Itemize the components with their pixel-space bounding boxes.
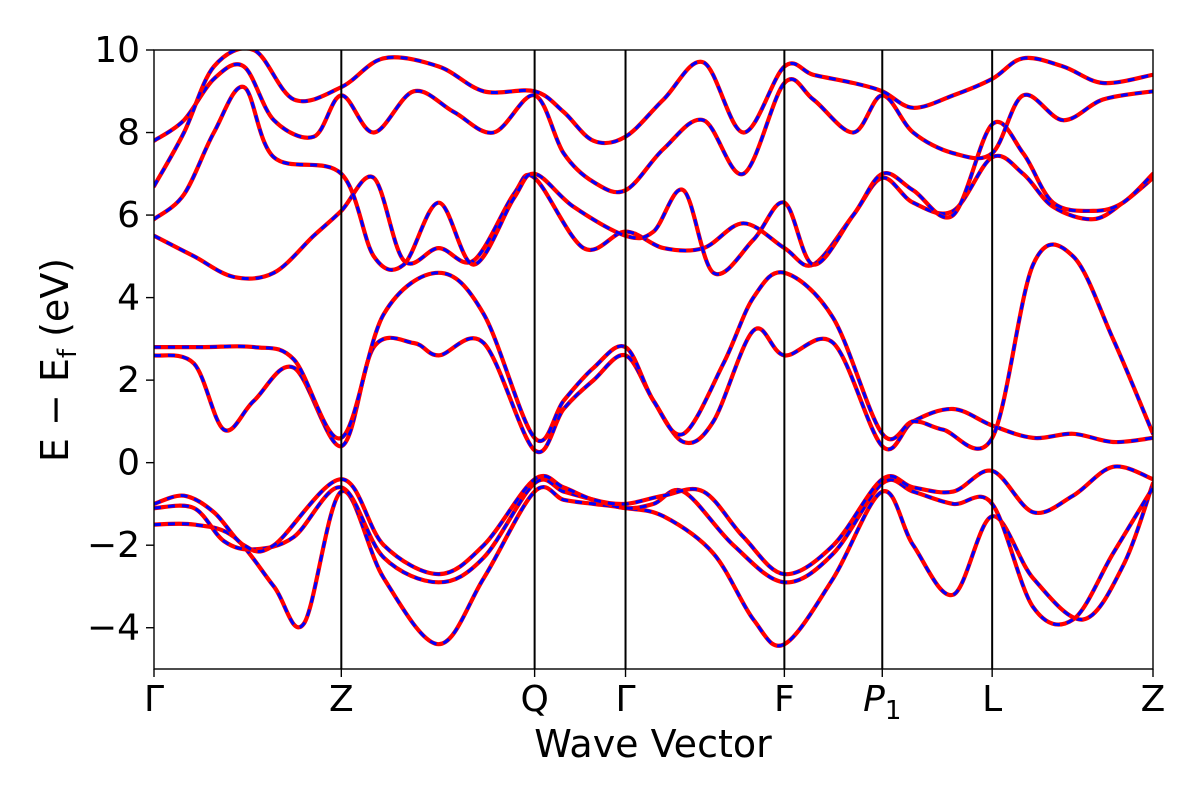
x-tick-label: L — [982, 679, 1002, 720]
y-axis-label-unit: (eV) — [33, 258, 77, 349]
y-tick-label: 4 — [117, 278, 140, 319]
y-axis-label-main: E − E — [33, 358, 77, 462]
band-line-5-dashed — [154, 243, 1153, 451]
x-tick-label: Q — [520, 679, 548, 720]
band-line-3-dashed — [154, 464, 1153, 576]
plot-frame — [153, 49, 1154, 670]
y-tick-label: 2 — [117, 360, 140, 401]
x-tick-label: Γ — [144, 679, 164, 720]
x-tick-label: Γ — [615, 679, 635, 720]
band-line-2-dashed — [154, 478, 1153, 627]
x-tick-label: Z — [1141, 679, 1166, 720]
band-line-5 — [154, 242, 1153, 451]
x-axis-label: Wave Vector — [534, 722, 772, 766]
x-tick-label: Z — [329, 679, 354, 720]
x-tick-label: F — [774, 679, 795, 720]
y-tick-label: −4 — [87, 608, 140, 649]
band-line-8-dashed — [154, 62, 1153, 194]
band-line-9-dashed — [154, 50, 1153, 187]
y-tick-label: 10 — [94, 30, 140, 71]
y-tick-label: 6 — [117, 195, 140, 236]
y-tick-label: 8 — [117, 113, 140, 154]
bands-layer — [154, 50, 1153, 648]
x-axis-ticks: Γ Z Q Γ F P1 L Z — [144, 669, 1165, 726]
x-tick-label: P1 — [863, 679, 901, 726]
y-tick-label: 0 — [117, 443, 140, 484]
kpoint-dividers — [340, 50, 994, 669]
band-line-2 — [154, 477, 1153, 627]
band-line-4-dashed — [154, 326, 1153, 454]
y-axis-ticks: −4 −2 0 2 4 6 8 10 — [87, 30, 154, 649]
band-line-6-dashed — [154, 154, 1153, 281]
band-line-4 — [154, 326, 1153, 455]
y-axis-label-subscript: f — [53, 348, 83, 358]
band-line-8 — [154, 62, 1153, 195]
band-line-7 — [154, 84, 1153, 277]
band-line-6 — [154, 153, 1153, 281]
y-axis-label: E − Ef (eV) — [33, 258, 83, 462]
y-tick-label: −2 — [87, 525, 140, 566]
band-line-1 — [154, 481, 1153, 648]
band-line-3 — [154, 464, 1153, 577]
